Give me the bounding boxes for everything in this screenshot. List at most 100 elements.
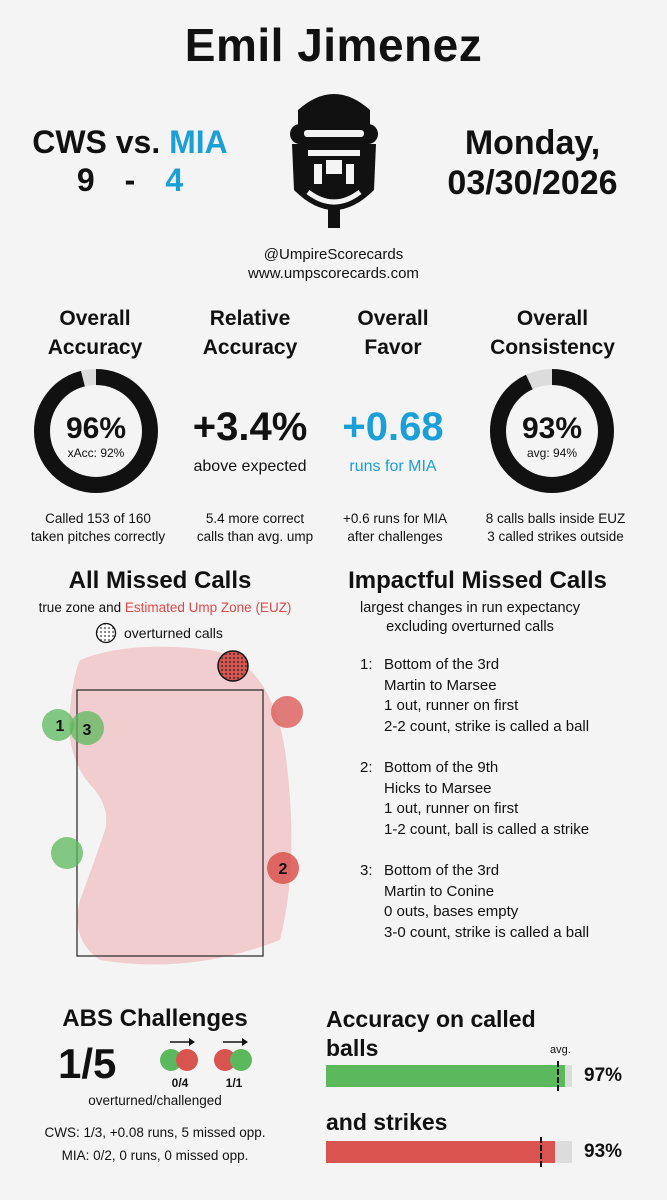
favor-detail-line2: after challenges	[347, 529, 443, 544]
xacc-value: xAcc: 92%	[67, 446, 125, 460]
item-matchup: Martin to Conine	[384, 882, 495, 900]
consistency-detail-line1: 8 calls balls inside EUZ	[485, 511, 626, 526]
favor-detail: +0.6 runs for MIA after challenges	[325, 510, 465, 546]
favor-detail-line1: +0.6 runs for MIA	[343, 511, 447, 526]
twitter-handle[interactable]: @UmpireScorecards	[263, 246, 404, 263]
accuracy-value: 96%	[65, 412, 127, 445]
item-inning: Bottom of the 3rd	[384, 862, 500, 879]
favor-sub: runs for MIA	[349, 458, 437, 475]
impactful-subtitle-line1: largest changes in run expectancy	[359, 600, 581, 616]
favor-value: +0.68	[342, 405, 444, 449]
consistency-avg: avg: 94%	[526, 446, 578, 460]
item-call: 3-0 count, strike is called a ball	[384, 923, 590, 941]
missed-call-ball-1	[42, 709, 74, 741]
overturned-call-pattern	[219, 652, 247, 680]
vs-label: vs.	[115, 124, 161, 160]
strikes-avg-marker	[540, 1137, 543, 1167]
missed-call-strike-2	[267, 852, 299, 884]
home-score: 4	[165, 162, 184, 198]
away-score: 9	[76, 162, 95, 198]
game-date: Monday, 03/30/2026	[410, 123, 655, 203]
item-number: 2:	[360, 759, 373, 776]
impactful-item-1: 1: Bottom of the 3rd Martin to Marsee 1 …	[360, 655, 660, 737]
impactful-title: Impactful Missed Calls	[348, 567, 607, 594]
item-number: 1:	[360, 656, 373, 673]
impactful-item-3: 3: Bottom of the 3rd Martin to Conine 0 …	[360, 861, 660, 943]
accuracy-heading-line1: Overall	[59, 307, 131, 330]
abs-mia-line: MIA: 0/2, 0 runs, 0 missed opp.	[61, 1148, 249, 1163]
abs-right-fraction: 1/1	[225, 1076, 243, 1090]
matchup: CWS vs. MIA 9 - 4	[10, 123, 250, 199]
euz-shape	[69, 646, 292, 965]
legend-euz: Estimated Ump Zone (EUZ)	[124, 600, 292, 615]
accuracy-ring-arc	[34, 369, 158, 493]
call-label-2: 2	[279, 861, 288, 878]
item-call: 1-2 count, ball is called a strike	[384, 820, 590, 838]
consistency-heading-line1: Overall	[516, 307, 589, 330]
avg-label: avg.	[550, 1044, 571, 1056]
relative-value: +3.4%	[192, 405, 308, 449]
accuracy-detail-line2: taken pitches correctly	[30, 529, 166, 544]
accuracy-detail-line1: Called 153 of 160	[45, 511, 151, 526]
missed-call-strike	[271, 696, 303, 728]
item-inning: Bottom of the 9th	[384, 759, 499, 776]
balls-avg-marker	[557, 1061, 560, 1091]
credits: @UmpireScorecards www.umpscorecards.com	[0, 245, 667, 283]
balls-value: 97%	[584, 1065, 623, 1086]
accuracy-heading: Overall Accuracy	[20, 304, 170, 362]
relative-detail-line1: 5.4 more correct	[205, 511, 305, 526]
relative-detail-line2: calls than avg. ump	[196, 529, 314, 544]
accuracy-heading-line2: Accuracy	[47, 336, 143, 359]
abs-title: ABS Challenges	[62, 1005, 248, 1032]
abs-caption: overturned/challenged	[88, 1093, 222, 1108]
consistency-detail-line2: 3 called strikes outside	[487, 529, 624, 544]
strikes-bar	[326, 1137, 572, 1167]
game-date-value: 03/30/2026	[447, 164, 618, 202]
called-accuracy-title-line2: balls	[326, 1035, 379, 1061]
true-strike-zone	[76, 689, 264, 957]
umpire-name: Emil Jimenez	[184, 19, 483, 71]
game-day: Monday,	[464, 124, 601, 162]
abs-cws-line: CWS: 1/3, +0.08 runs, 5 missed opp.	[44, 1125, 266, 1140]
green-ball-icon	[160, 1049, 182, 1071]
item-situation: 1 out, runner on first	[384, 800, 519, 817]
website-link[interactable]: www.umpscorecards.com	[248, 265, 419, 282]
item-situation: 1 out, runner on first	[384, 697, 519, 714]
overturned-legend-label: overturned calls	[124, 625, 223, 641]
strikes-value: 93%	[584, 1141, 623, 1162]
favor-heading-line2: Favor	[364, 336, 422, 359]
accuracy-ring	[34, 369, 158, 493]
consistency-ring	[490, 369, 614, 493]
missed-calls-legend: true zone and Estimated Ump Zone (EUZ)	[10, 600, 320, 615]
item-inning: Bottom of the 3rd	[384, 656, 500, 673]
strikes-title: and strikes	[326, 1109, 448, 1135]
impactful-item-2: 2: Bottom of the 9th Hicks to Marsee 1 o…	[360, 758, 660, 840]
item-call: 2-2 count, strike is called a ball	[384, 717, 590, 735]
item-matchup: Hicks to Marsee	[384, 779, 492, 797]
legend-true-zone: true zone and	[38, 600, 125, 615]
abs-value: 1/5	[58, 1040, 117, 1087]
strike-zone-plot: 1 3 2	[42, 646, 303, 965]
favor-heading-line1: Overall	[357, 307, 429, 330]
home-team: MIA	[169, 124, 228, 160]
impactful-subtitle: largest changes in run expectancy exclud…	[320, 599, 620, 637]
consistency-heading-line2: Consistency	[490, 336, 615, 359]
relative-heading-line1: Relative	[209, 307, 291, 330]
overturned-legend-icon	[95, 622, 117, 644]
favor-heading: Overall Favor	[318, 304, 468, 362]
item-number: 3:	[360, 862, 373, 879]
accuracy-detail: Called 153 of 160 taken pitches correctl…	[8, 510, 188, 546]
consistency-value: 93%	[521, 412, 583, 445]
green-ball-icon	[230, 1049, 252, 1071]
relative-sub: above expected	[193, 458, 307, 475]
call-label-1: 1	[56, 718, 65, 735]
consistency-detail: 8 calls balls inside EUZ 3 called strike…	[468, 510, 643, 546]
balls-bar	[326, 1061, 572, 1091]
missed-call-ball-3	[70, 711, 104, 745]
red-ball-icon	[214, 1049, 236, 1071]
red-ball-icon	[176, 1049, 198, 1071]
relative-detail: 5.4 more correct calls than avg. ump	[175, 510, 335, 546]
item-situation: 0 outs, bases empty	[384, 903, 519, 920]
call-label-3: 3	[83, 722, 92, 739]
called-accuracy-title: Accuracy on called balls	[326, 1005, 626, 1063]
